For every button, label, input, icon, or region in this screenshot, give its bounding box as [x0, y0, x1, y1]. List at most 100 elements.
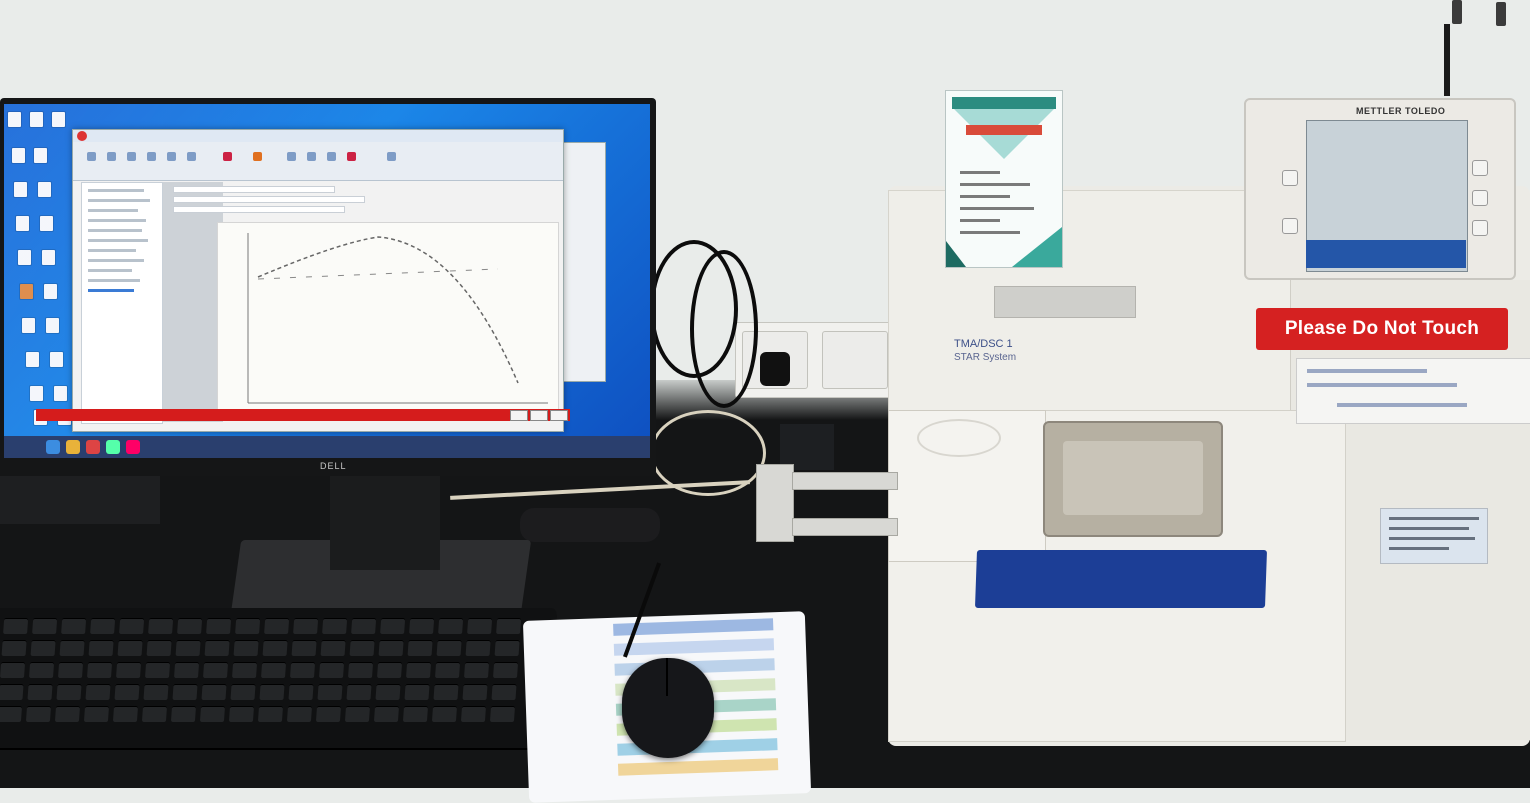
asset-sticker — [1380, 508, 1488, 564]
note-line — [1307, 383, 1457, 387]
sign-title — [966, 125, 1042, 135]
terminal-button — [1472, 220, 1488, 236]
rail-bracket — [756, 464, 794, 542]
sign-line — [960, 183, 1030, 186]
tree-item — [88, 259, 144, 262]
pad-band — [617, 758, 779, 776]
desktop-icon — [42, 250, 55, 265]
experiment-tree — [81, 182, 163, 424]
wall-plug-1 — [1452, 0, 1462, 24]
tree-item — [88, 279, 140, 282]
power-outlet — [735, 322, 897, 398]
terminal-screen-footer — [1306, 240, 1466, 268]
taskbar-icon — [106, 440, 120, 454]
measurement-curve — [257, 236, 519, 384]
sample-fields — [163, 182, 443, 218]
field — [173, 196, 365, 203]
background-app-window — [560, 142, 606, 382]
window-titlebar — [73, 130, 563, 142]
desktop-icon — [20, 284, 33, 299]
dialog-button — [510, 410, 528, 421]
desktop-icon — [30, 386, 43, 401]
monitor-stand-neck — [330, 474, 440, 570]
system-label: STAR System — [954, 352, 1017, 363]
metal-plate — [994, 286, 1136, 318]
small-box — [780, 424, 834, 470]
sticker-line — [1389, 547, 1449, 550]
sign-line — [960, 195, 1010, 198]
note-line — [1337, 403, 1467, 407]
monitor-brand: DELL — [320, 461, 347, 471]
blue-front-panel — [974, 550, 1268, 608]
tree-item — [88, 229, 142, 232]
desktop-icon — [44, 284, 57, 299]
ribbon-button-icon — [387, 152, 396, 161]
acrylic-desk-sign — [945, 90, 1063, 268]
windows-taskbar — [4, 436, 650, 458]
sign-line — [960, 171, 1000, 174]
ribbon-button-icon — [307, 152, 316, 161]
ribbon-button-icon — [287, 152, 296, 161]
tree-item — [88, 199, 150, 202]
tree-item — [88, 239, 148, 242]
keyboard — [0, 608, 557, 748]
mouse-button-split — [666, 658, 668, 696]
monitor-chin — [0, 458, 656, 476]
tree-item — [88, 209, 138, 212]
dialog-button — [550, 410, 568, 421]
field — [173, 206, 345, 213]
furnace-window — [1063, 441, 1203, 515]
key-row — [3, 618, 522, 634]
terminal-button — [1472, 190, 1488, 206]
note-line — [1307, 369, 1427, 373]
desktop-icon — [8, 112, 21, 127]
sign-line — [960, 231, 1020, 234]
ribbon-toolbar — [73, 142, 563, 181]
power-brick — [520, 508, 660, 542]
sticker-line — [1389, 527, 1469, 530]
ribbon-button-icon — [253, 152, 262, 161]
key-row — [1, 640, 520, 656]
sign-header — [952, 97, 1056, 109]
start-icon — [46, 440, 60, 454]
desktop-icon — [46, 318, 59, 333]
sample-arm-rails — [756, 464, 898, 544]
baseline-curve — [257, 268, 499, 280]
star-software-window — [72, 129, 564, 432]
thermal-curve-chart — [217, 222, 559, 414]
ribbon-button-icon — [187, 152, 196, 161]
desktop-icon — [22, 318, 35, 333]
model-label: TMA/DSC 1 — [954, 338, 1013, 350]
terminal-button — [1282, 218, 1298, 234]
sign-corner-right — [1012, 227, 1062, 267]
pad-band — [613, 638, 775, 656]
ribbon-button-icon — [223, 152, 232, 161]
power-plug — [760, 352, 790, 386]
status-bar-red — [36, 409, 570, 421]
sticker-line — [1389, 517, 1479, 520]
desktop-icon — [38, 182, 51, 197]
sticker-line — [1389, 537, 1475, 540]
tree-item — [88, 189, 144, 192]
cable-loop-2 — [690, 250, 758, 408]
dialog-button — [530, 410, 548, 421]
sample-well — [917, 419, 1001, 457]
autosampler-block — [888, 410, 1046, 562]
taskbar-icon — [126, 440, 140, 454]
desktop-icon — [26, 352, 39, 367]
field — [173, 186, 335, 193]
sign-corner-left — [946, 241, 966, 267]
ribbon-button-icon — [347, 152, 356, 161]
terminal-brand: METTLER TOLEDO — [1356, 106, 1446, 116]
ribbon-button-icon — [167, 152, 176, 161]
sign-line — [960, 207, 1034, 210]
desktop-icon — [34, 148, 47, 163]
furnace-cover — [1043, 421, 1223, 537]
app-logo-icon — [77, 131, 87, 141]
key-row — [0, 684, 517, 700]
key-row — [0, 662, 519, 678]
wall-plug-2 — [1496, 2, 1506, 26]
taskbar-icon — [66, 440, 80, 454]
desktop-icon — [14, 182, 27, 197]
